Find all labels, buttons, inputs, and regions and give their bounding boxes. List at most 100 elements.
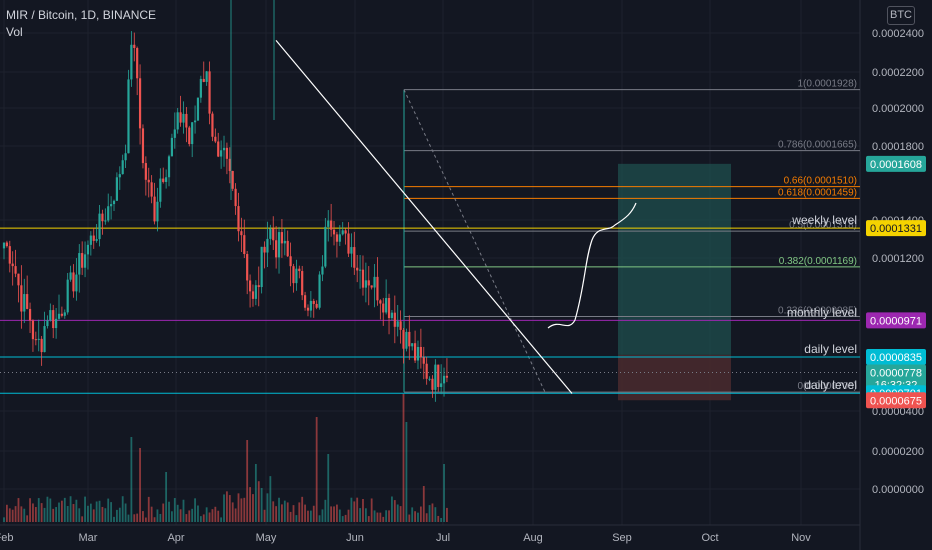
candle-body bbox=[31, 320, 35, 340]
candle-body bbox=[86, 244, 90, 255]
candle-body bbox=[385, 298, 388, 313]
candle-body bbox=[83, 254, 87, 268]
candle-body bbox=[112, 200, 116, 205]
volume-bar bbox=[92, 509, 95, 522]
volume-bar bbox=[110, 502, 113, 522]
candle-body bbox=[107, 206, 110, 221]
y-tick-label: 0.0001200 bbox=[872, 253, 924, 265]
currency-badge[interactable]: BTC bbox=[887, 6, 915, 25]
volume-bar bbox=[223, 494, 225, 522]
volume-bar bbox=[46, 496, 49, 522]
y-tick-label: 0.0000200 bbox=[872, 446, 924, 458]
candle-body bbox=[110, 204, 113, 207]
candle-body bbox=[205, 71, 208, 82]
x-tick-label: Mar bbox=[79, 532, 98, 544]
candle-body bbox=[225, 147, 229, 159]
volume-bar bbox=[301, 496, 304, 522]
volume-bar bbox=[254, 464, 257, 522]
candle-body bbox=[356, 267, 359, 271]
volume-bar bbox=[98, 500, 101, 522]
candle-body bbox=[127, 79, 130, 154]
volume-bar bbox=[84, 496, 86, 522]
volume-bar bbox=[350, 497, 353, 522]
y-tick-label: 0.0002200 bbox=[872, 67, 924, 79]
volume-bar bbox=[315, 417, 318, 522]
candle-body bbox=[243, 235, 246, 255]
candle-body bbox=[402, 329, 405, 349]
volume-bar bbox=[17, 498, 20, 522]
volume-bar bbox=[249, 487, 251, 522]
candle-body bbox=[387, 298, 391, 319]
candle-body bbox=[251, 291, 255, 299]
candle-body bbox=[240, 231, 243, 236]
candle-body bbox=[222, 147, 226, 151]
level-label: daily level bbox=[804, 342, 857, 356]
volume-bar bbox=[116, 509, 118, 522]
volume-bar bbox=[408, 514, 411, 522]
volume-bar bbox=[269, 476, 272, 522]
volume-bar bbox=[333, 506, 335, 522]
volume-bar bbox=[246, 440, 249, 522]
volume-bar bbox=[283, 500, 286, 522]
candle-body bbox=[376, 276, 379, 301]
candle-body bbox=[156, 201, 159, 222]
y-tick-label: 0.0002400 bbox=[872, 28, 924, 40]
candle-body bbox=[275, 240, 278, 258]
fib-level-label: 0.786(0.0001665) bbox=[778, 140, 857, 151]
volume-label: Vol bbox=[6, 25, 23, 39]
volume-bar bbox=[443, 464, 445, 522]
candle-body bbox=[193, 120, 197, 123]
volume-bar bbox=[422, 486, 425, 522]
candle-body bbox=[283, 240, 286, 244]
volume-bar bbox=[385, 510, 388, 522]
volume-bar bbox=[362, 498, 364, 522]
volume-bar bbox=[260, 487, 263, 522]
volume-bar bbox=[240, 498, 243, 522]
volume-bar bbox=[217, 510, 220, 522]
volume-bar bbox=[14, 506, 17, 522]
volume-bar bbox=[278, 497, 280, 522]
candle-body bbox=[344, 230, 347, 234]
volume-bar bbox=[34, 507, 37, 522]
volume-bar bbox=[144, 517, 147, 522]
volume-bar bbox=[411, 507, 414, 522]
candle-body bbox=[214, 136, 217, 142]
candle-body bbox=[121, 160, 124, 175]
candle-body bbox=[81, 253, 84, 268]
volume-bar bbox=[304, 504, 306, 522]
candle-body bbox=[72, 272, 75, 292]
candle-body bbox=[338, 234, 341, 242]
volume-bar bbox=[5, 504, 8, 522]
candle-body bbox=[5, 242, 8, 247]
candle-body bbox=[153, 196, 156, 222]
x-tick-label: May bbox=[256, 532, 277, 544]
volume-bar bbox=[89, 503, 92, 522]
price-axis-badge bbox=[866, 220, 926, 237]
volume-bar bbox=[263, 509, 266, 522]
candle-body bbox=[248, 280, 252, 292]
volume-bar bbox=[312, 505, 315, 522]
candle-body bbox=[69, 272, 72, 280]
volume-bar bbox=[182, 499, 185, 522]
fib-level-label: 0.618(0.0001459) bbox=[778, 187, 857, 198]
candle-body bbox=[442, 375, 446, 384]
volume-bar bbox=[257, 481, 260, 522]
volume-bar bbox=[81, 516, 84, 522]
volume-bar bbox=[330, 506, 333, 522]
candle-body bbox=[390, 312, 394, 319]
candle-body bbox=[98, 213, 101, 240]
volume-bar bbox=[95, 501, 98, 522]
candle-body bbox=[254, 285, 257, 299]
candle-body bbox=[188, 127, 191, 145]
candle-body bbox=[266, 238, 269, 253]
candle-body bbox=[335, 234, 339, 242]
volume-bar bbox=[428, 505, 431, 522]
projection-path bbox=[547, 202, 637, 329]
candle-body bbox=[318, 274, 321, 308]
fib-level-label: 1(0.0001928) bbox=[798, 79, 858, 90]
level-label: weekly level bbox=[791, 213, 857, 227]
candle-body bbox=[170, 137, 174, 157]
candle-body bbox=[341, 230, 344, 235]
candle-body bbox=[211, 113, 214, 137]
